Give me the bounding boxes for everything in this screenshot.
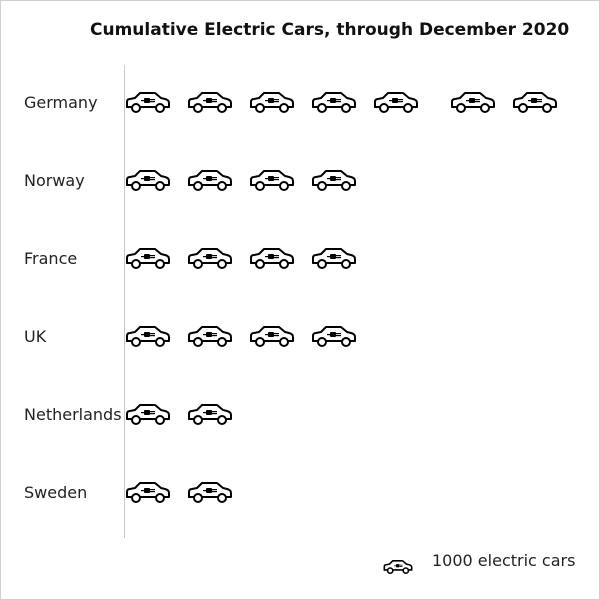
row-label-germany: Germany	[24, 93, 98, 112]
electric-car-icon	[250, 248, 294, 269]
electric-car-icon	[188, 248, 232, 269]
electric-car-icon	[126, 482, 170, 503]
electric-car-icon	[188, 482, 232, 503]
electric-car-icon	[312, 248, 356, 269]
electric-car-icon	[126, 326, 170, 347]
row-label-norway: Norway	[24, 171, 85, 190]
legend-electric-car-icon	[383, 560, 413, 574]
row-label-sweden: Sweden	[24, 483, 88, 502]
electric-car-icon	[451, 92, 495, 113]
chart-title: Cumulative Electric Cars, through Decemb…	[90, 20, 570, 40]
electric-car-icon	[126, 404, 170, 425]
row-label-netherlands: Netherlands	[24, 405, 122, 424]
electric-car-icon	[250, 92, 294, 113]
electric-car-icon	[188, 170, 232, 191]
electric-car-icon	[188, 404, 232, 425]
electric-car-icon	[126, 248, 170, 269]
electric-car-icon	[188, 92, 232, 113]
electric-car-icon	[126, 170, 170, 191]
electric-car-icon	[250, 326, 294, 347]
electric-car-icon	[188, 326, 232, 347]
row-label-france: France	[24, 249, 78, 268]
electric-car-icon	[374, 92, 418, 113]
legend-label: 1000 electric cars	[432, 551, 576, 570]
electric-car-icon	[250, 170, 294, 191]
electric-car-icon	[312, 92, 356, 113]
row-label-uk: UK	[24, 327, 47, 346]
electric-car-icon	[312, 326, 356, 347]
electric-car-icon	[312, 170, 356, 191]
electric-car-icon	[513, 92, 557, 113]
electric-car-icon	[126, 92, 170, 113]
y-axis-line	[124, 65, 125, 538]
